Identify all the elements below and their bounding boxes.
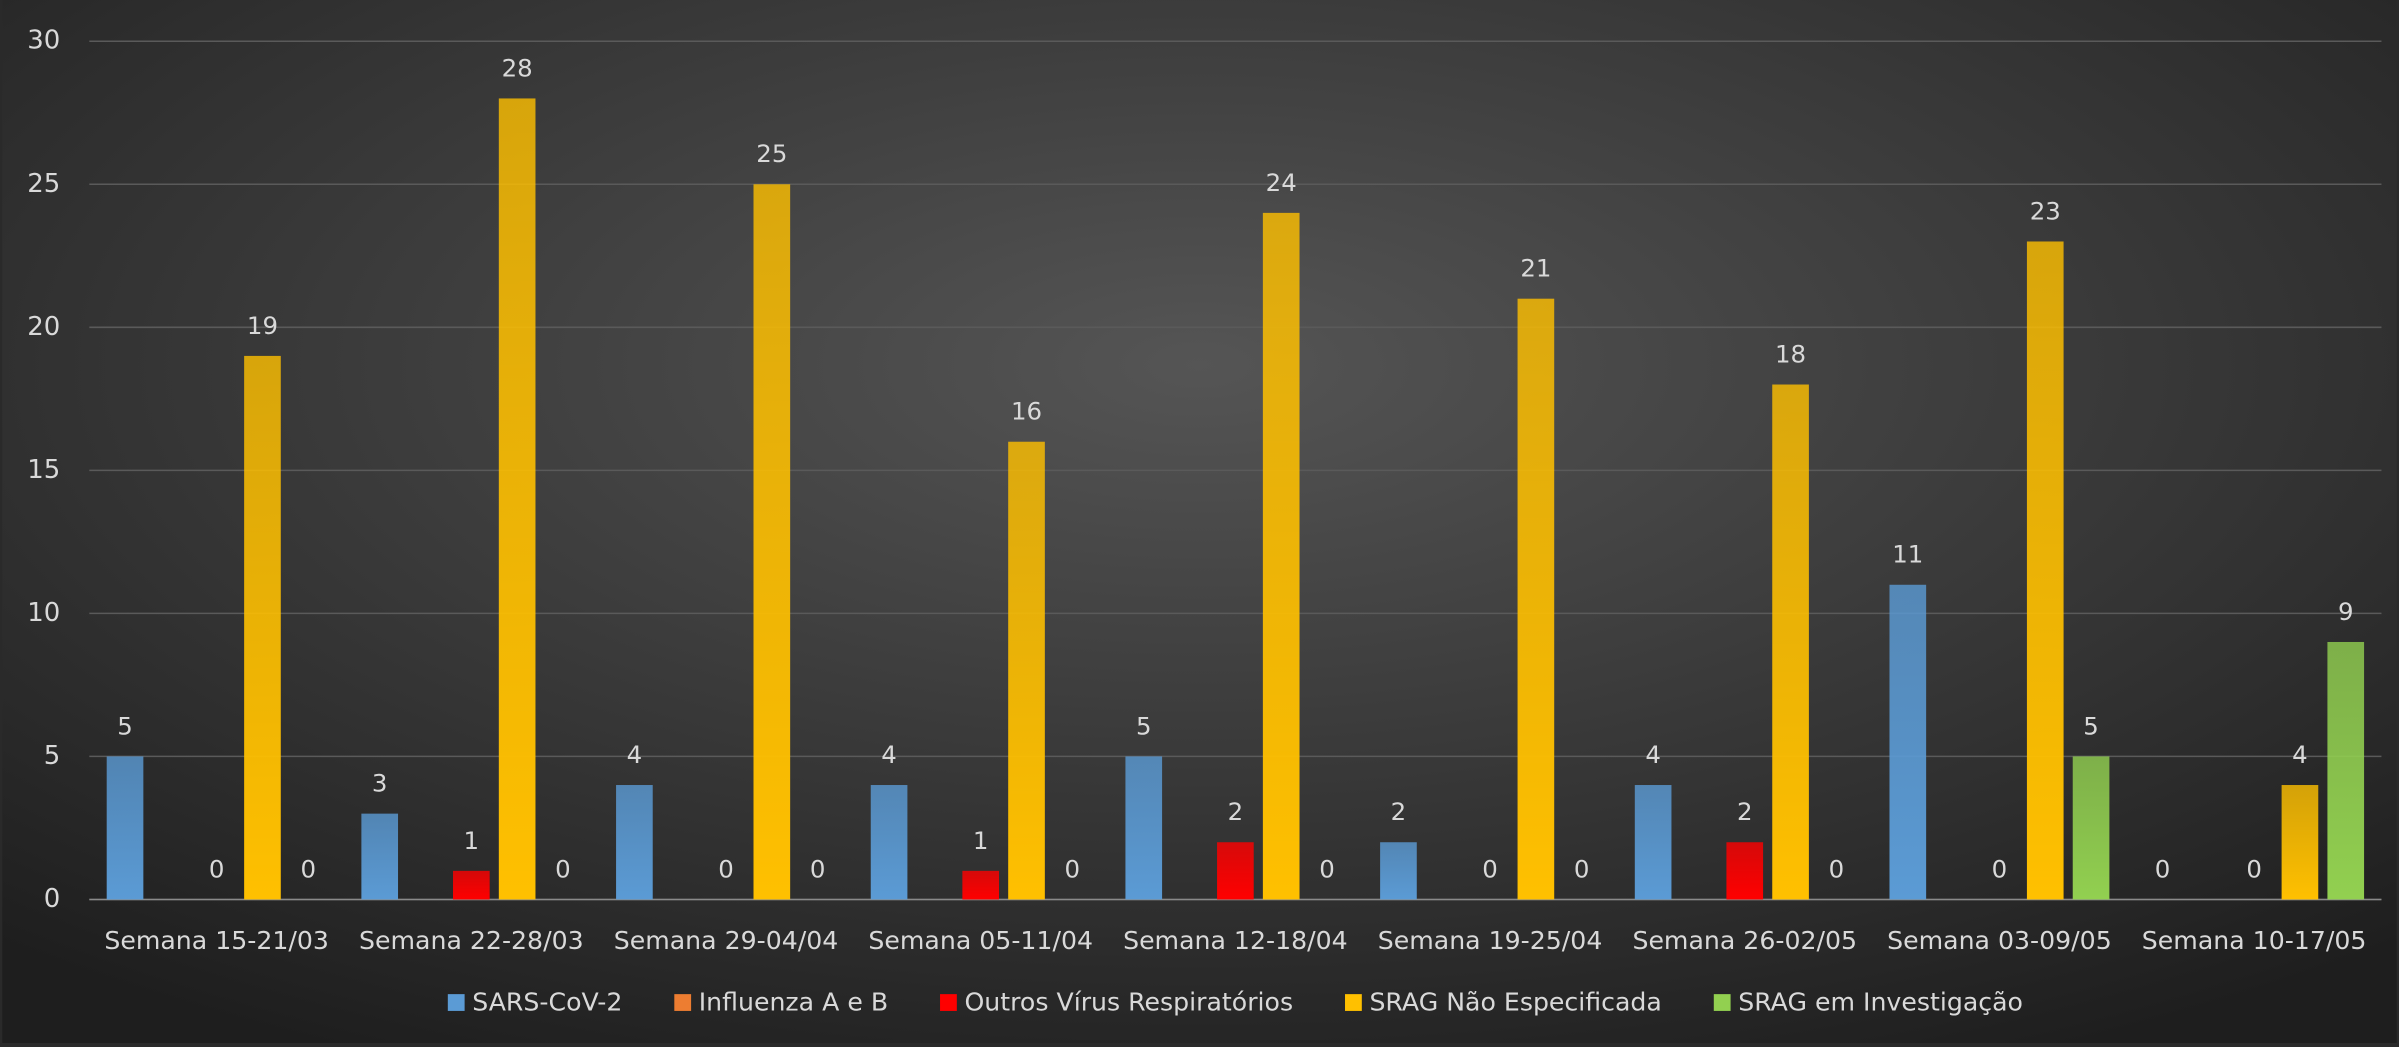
data-label: 5 xyxy=(2083,711,2099,740)
bar xyxy=(244,355,281,900)
data-label: 1 xyxy=(464,826,480,855)
data-label: 4 xyxy=(627,740,643,769)
bar xyxy=(1634,785,1672,900)
bar xyxy=(498,98,536,900)
data-label: 24 xyxy=(1266,168,1297,197)
bar xyxy=(1772,384,1809,900)
x-tick-label: Semana 05-11/04 xyxy=(868,926,1093,955)
bar xyxy=(1008,441,1045,900)
data-label: 4 xyxy=(881,740,897,769)
bar xyxy=(1726,842,1764,900)
y-tick-label: 10 xyxy=(27,598,60,628)
data-label: 4 xyxy=(2292,740,2308,769)
legend-label: Influenza A e B xyxy=(699,987,888,1016)
bar xyxy=(1517,298,1555,900)
legend-label: SARS-CoV-2 xyxy=(472,987,622,1016)
legend-swatch xyxy=(1345,994,1362,1011)
data-label: 0 xyxy=(2155,854,2171,883)
legend-swatch xyxy=(940,994,957,1011)
x-tick-label: Semana 15-21/03 xyxy=(104,926,329,955)
data-label: 16 xyxy=(1011,397,1042,426)
data-label: 5 xyxy=(1136,711,1152,740)
data-label: 2 xyxy=(1228,797,1244,826)
y-tick-label: 15 xyxy=(27,455,60,485)
legend-swatch xyxy=(447,994,465,1011)
x-tick-label: Semana 29-04/04 xyxy=(614,926,839,955)
x-tick-label: Semana 12-18/04 xyxy=(1123,926,1348,955)
bar xyxy=(2072,756,2110,900)
data-label: 2 xyxy=(1391,797,1407,826)
data-label: 1 xyxy=(973,826,989,855)
bar xyxy=(106,756,144,900)
data-label: 0 xyxy=(555,854,571,883)
y-tick-label: 5 xyxy=(44,741,61,771)
data-label: 0 xyxy=(209,854,225,883)
bar xyxy=(1380,842,1417,900)
x-tick-label: Semana 10-17/05 xyxy=(2142,926,2367,955)
x-tick-label: Semana 03-09/05 xyxy=(1887,926,2112,955)
x-tick-label: Semana 26-02/05 xyxy=(1632,926,1857,955)
bar xyxy=(1889,584,1927,900)
bar xyxy=(1217,842,1254,900)
data-label: 23 xyxy=(2030,196,2061,225)
bar xyxy=(2026,241,2064,900)
data-label: 9 xyxy=(2338,597,2354,626)
y-tick-label: 20 xyxy=(27,312,60,342)
bar xyxy=(1125,756,1163,900)
legend: SARS-CoV-2 Influenza A e B Outros Vírus Re… xyxy=(447,987,2023,1016)
bar xyxy=(2327,641,2365,900)
data-label: 2 xyxy=(1737,797,1753,826)
bar xyxy=(962,870,1000,900)
data-label: 0 xyxy=(1574,854,1590,883)
data-label: 0 xyxy=(1065,854,1081,883)
data-label: 28 xyxy=(502,53,533,82)
x-tick-label: Semana 19-25/04 xyxy=(1378,926,1603,955)
bar xyxy=(361,813,399,900)
data-label: 4 xyxy=(1645,740,1661,769)
y-tick-label: 0 xyxy=(44,884,61,914)
data-label: 0 xyxy=(301,854,317,883)
data-label: 3 xyxy=(372,769,388,798)
data-label: 0 xyxy=(718,854,734,883)
bar xyxy=(870,785,908,900)
data-label: 0 xyxy=(2246,854,2262,883)
data-label: 0 xyxy=(1829,854,1845,883)
y-tick-label: 30 xyxy=(27,26,60,56)
bar xyxy=(453,870,490,900)
legend-swatch xyxy=(674,994,692,1011)
data-label: 11 xyxy=(1892,540,1923,569)
legend-label: Outros Vírus Respiratórios xyxy=(964,987,1293,1016)
data-label: 21 xyxy=(1520,254,1551,283)
data-label: 0 xyxy=(1319,854,1335,883)
data-label: 0 xyxy=(810,854,826,883)
data-label: 18 xyxy=(1775,340,1806,369)
legend-label: SRAG Não Especificada xyxy=(1369,987,1661,1016)
data-label: 5 xyxy=(117,711,133,740)
bar xyxy=(753,184,791,900)
data-label: 0 xyxy=(1992,854,2008,883)
data-label: 25 xyxy=(756,139,787,168)
bar xyxy=(616,785,653,900)
data-label: 0 xyxy=(1482,854,1498,883)
bar xyxy=(1262,212,1300,900)
y-tick-label: 25 xyxy=(27,169,60,199)
legend-swatch xyxy=(1713,994,1731,1011)
data-label: 19 xyxy=(247,311,278,340)
legend-label: SRAG em Investigação xyxy=(1738,987,2023,1016)
bar xyxy=(2281,785,2319,900)
x-tick-label: Semana 22-28/03 xyxy=(359,926,584,955)
